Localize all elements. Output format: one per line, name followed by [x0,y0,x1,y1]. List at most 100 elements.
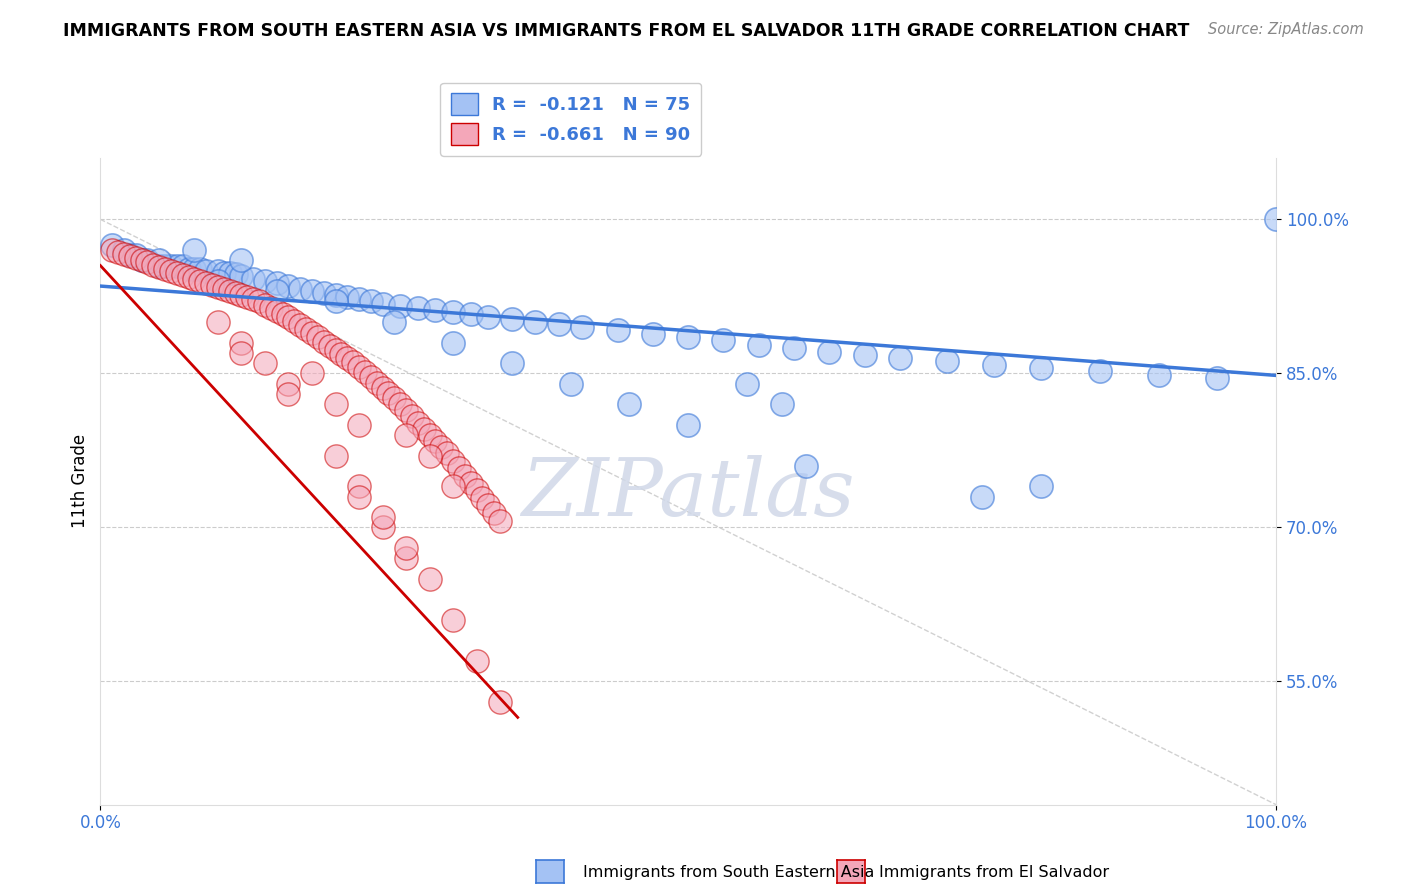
Point [118,248,141,262]
Point [260,301,283,315]
Point [783,341,806,355]
Point [325,343,347,357]
Point [794,458,817,473]
Text: Source: ZipAtlas.com: Source: ZipAtlas.com [1208,22,1364,37]
Point [619,397,641,411]
Point [336,290,359,304]
Point [101,238,124,252]
Point [1088,364,1111,378]
Point [325,397,347,411]
Point [142,258,165,272]
Point [425,302,447,317]
Point [290,282,312,296]
Point [371,381,394,395]
Point [347,360,370,375]
Point [342,355,364,369]
Point [465,654,488,668]
Text: IMMIGRANTS FROM SOUTH EASTERN ASIA VS IMMIGRANTS FROM EL SALVADOR 11TH GRADE COR: IMMIGRANTS FROM SOUTH EASTERN ASIA VS IM… [63,22,1189,40]
Point [118,249,141,263]
Point [935,354,957,368]
Point [347,293,370,307]
Point [160,259,183,273]
Point [312,286,335,301]
Point [207,274,229,288]
Point [207,263,229,277]
Point [188,274,211,288]
Point [406,416,429,430]
Point [441,304,464,318]
Point [131,253,153,268]
Point [253,356,276,370]
Point [735,376,758,391]
Point [889,351,911,365]
Point [713,334,735,348]
Point [201,278,224,293]
Point [231,346,253,360]
Point [371,520,394,534]
Point [136,255,159,269]
Point [471,491,494,505]
Point [454,469,477,483]
Point [283,314,305,328]
Point [641,327,664,342]
Point [172,268,194,282]
Point [484,506,506,520]
Point [266,276,288,290]
Point [225,286,247,301]
Point [441,479,464,493]
Point [101,243,124,257]
Point [360,294,382,309]
Point [183,243,205,257]
Point [395,551,418,566]
Point [571,320,593,334]
Point [441,335,464,350]
Point [325,288,347,302]
Point [430,440,453,454]
Point [524,315,547,329]
Point [1029,479,1052,493]
Point [748,337,770,351]
Point [148,259,170,273]
Point [195,276,218,290]
Point [983,358,1005,372]
Point [382,391,405,405]
Point [124,252,146,266]
Point [419,428,441,442]
Point [183,272,205,286]
Point [231,288,253,302]
Point [395,428,418,442]
Point [277,310,299,324]
Point [389,397,412,411]
Point [412,422,434,436]
Point [377,385,399,400]
Point [301,284,323,298]
Point [236,290,259,304]
Point [441,613,464,627]
Point [460,476,482,491]
Point [560,376,582,391]
Point [389,299,412,313]
Point [266,284,288,298]
Text: Immigrants from El Salvador: Immigrants from El Salvador [879,865,1109,880]
Point [436,446,458,460]
Point [676,417,699,432]
Point [419,449,441,463]
Point [212,282,235,296]
Point [153,259,176,273]
Point [231,253,253,268]
Point [425,434,447,449]
Point [406,301,429,315]
Point [188,261,211,276]
Point [177,269,200,284]
Point [818,344,841,359]
Point [277,376,299,391]
Point [301,367,323,381]
Point [124,248,146,262]
Point [242,293,264,307]
Point [318,338,340,352]
Point [325,449,347,463]
Point [295,322,318,336]
Point [382,315,405,329]
Point [307,330,329,344]
Point [207,315,229,329]
